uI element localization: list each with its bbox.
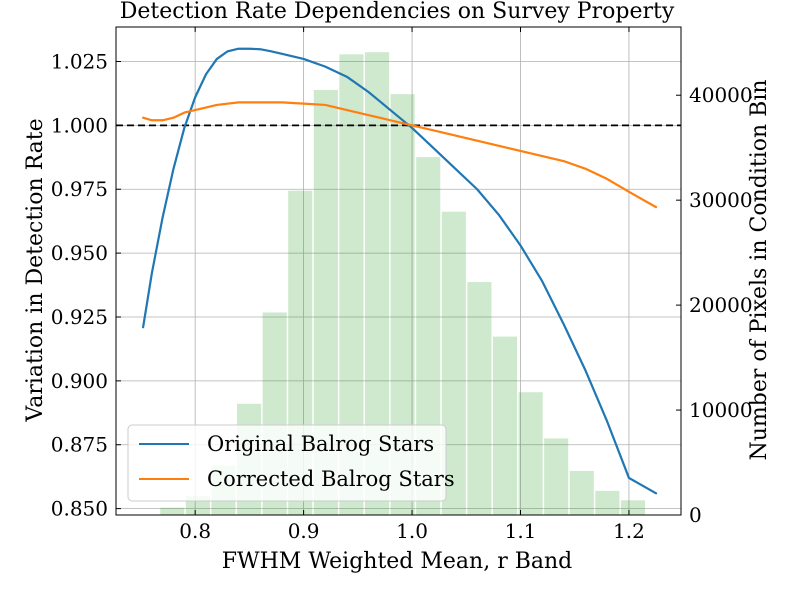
legend-box [127,424,447,502]
y-tick-label-6: 1.000 [51,113,108,137]
chart-title: Detection Rate Dependencies on Survey Pr… [120,0,675,24]
x-axis: 0.8 0.9 1.0 1.1 1.2 [179,27,645,543]
y-tick-label-1: 0.875 [51,433,108,457]
hist-bar-13 [467,282,492,515]
series-line-1 [142,101,658,209]
y2-axis-title: Number of Pixels in Condition Bin [747,79,772,460]
hist-bar-15 [518,392,543,515]
y2-tick-label-1: 10000 [689,398,753,422]
legend: Original Balrog Stars Corrected Balrog S… [127,424,455,502]
x-tick-label-2: 1.0 [396,519,428,543]
y-tick-label-3: 0.925 [51,305,108,329]
y-tick-label-0: 0.850 [51,497,108,521]
y2-tick-label-3: 30000 [689,188,753,212]
y2-tick-label-2: 20000 [689,293,753,317]
hist-bar-17 [569,470,594,515]
y-tick-label-4: 0.950 [51,241,108,265]
plot-frame [115,26,682,516]
y-tick-label-7: 1.025 [51,49,108,73]
histogram [134,52,646,516]
y-axis-title: Variation in Detection Rate [23,118,48,422]
x-tick-label-3: 1.1 [505,519,537,543]
y2-tick-label-4: 40000 [689,83,753,107]
y-axis-left: 0.850 0.875 0.900 0.925 0.950 0.975 1.000 1.025 [51,49,121,521]
legend-label-original: Original Balrog Stars [207,432,434,456]
x-tick-label-1: 0.9 [288,519,320,543]
x-axis-title: FWHM Weighted Mean, r Band [222,549,573,574]
legend-label-corrected: Corrected Balrog Stars [207,467,455,491]
hist-bar-16 [544,438,569,515]
hist-bar-1 [160,507,185,515]
y-axis-right: 0 10000 20000 30000 40000 [676,83,753,527]
y-tick-label-2: 0.900 [51,369,108,393]
y2-tick-label-0: 0 [689,503,702,527]
x-tick-label-0: 0.8 [179,519,211,543]
hist-bar-18 [595,490,620,515]
x-tick-label-4: 1.2 [613,519,645,543]
series-layer [142,47,658,495]
hist-bar-14 [492,336,518,515]
series-line-0 [142,47,658,495]
y-tick-label-5: 0.975 [51,177,108,201]
hist-bar-19 [620,500,646,515]
